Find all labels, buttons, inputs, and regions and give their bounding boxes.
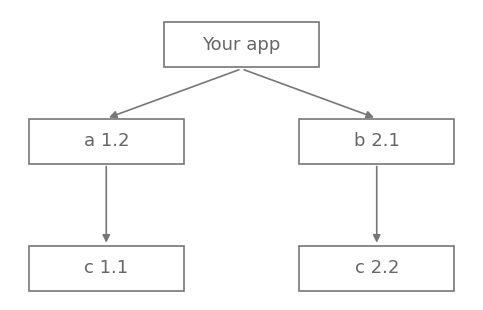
Text: b 2.1: b 2.1 xyxy=(354,132,399,150)
Text: c 1.1: c 1.1 xyxy=(84,259,128,277)
Text: c 2.2: c 2.2 xyxy=(355,259,399,277)
FancyBboxPatch shape xyxy=(164,23,319,68)
FancyBboxPatch shape xyxy=(299,246,454,291)
Text: Your app: Your app xyxy=(202,36,281,54)
FancyBboxPatch shape xyxy=(29,118,184,163)
FancyBboxPatch shape xyxy=(299,118,454,163)
Text: a 1.2: a 1.2 xyxy=(84,132,129,150)
FancyBboxPatch shape xyxy=(29,246,184,291)
